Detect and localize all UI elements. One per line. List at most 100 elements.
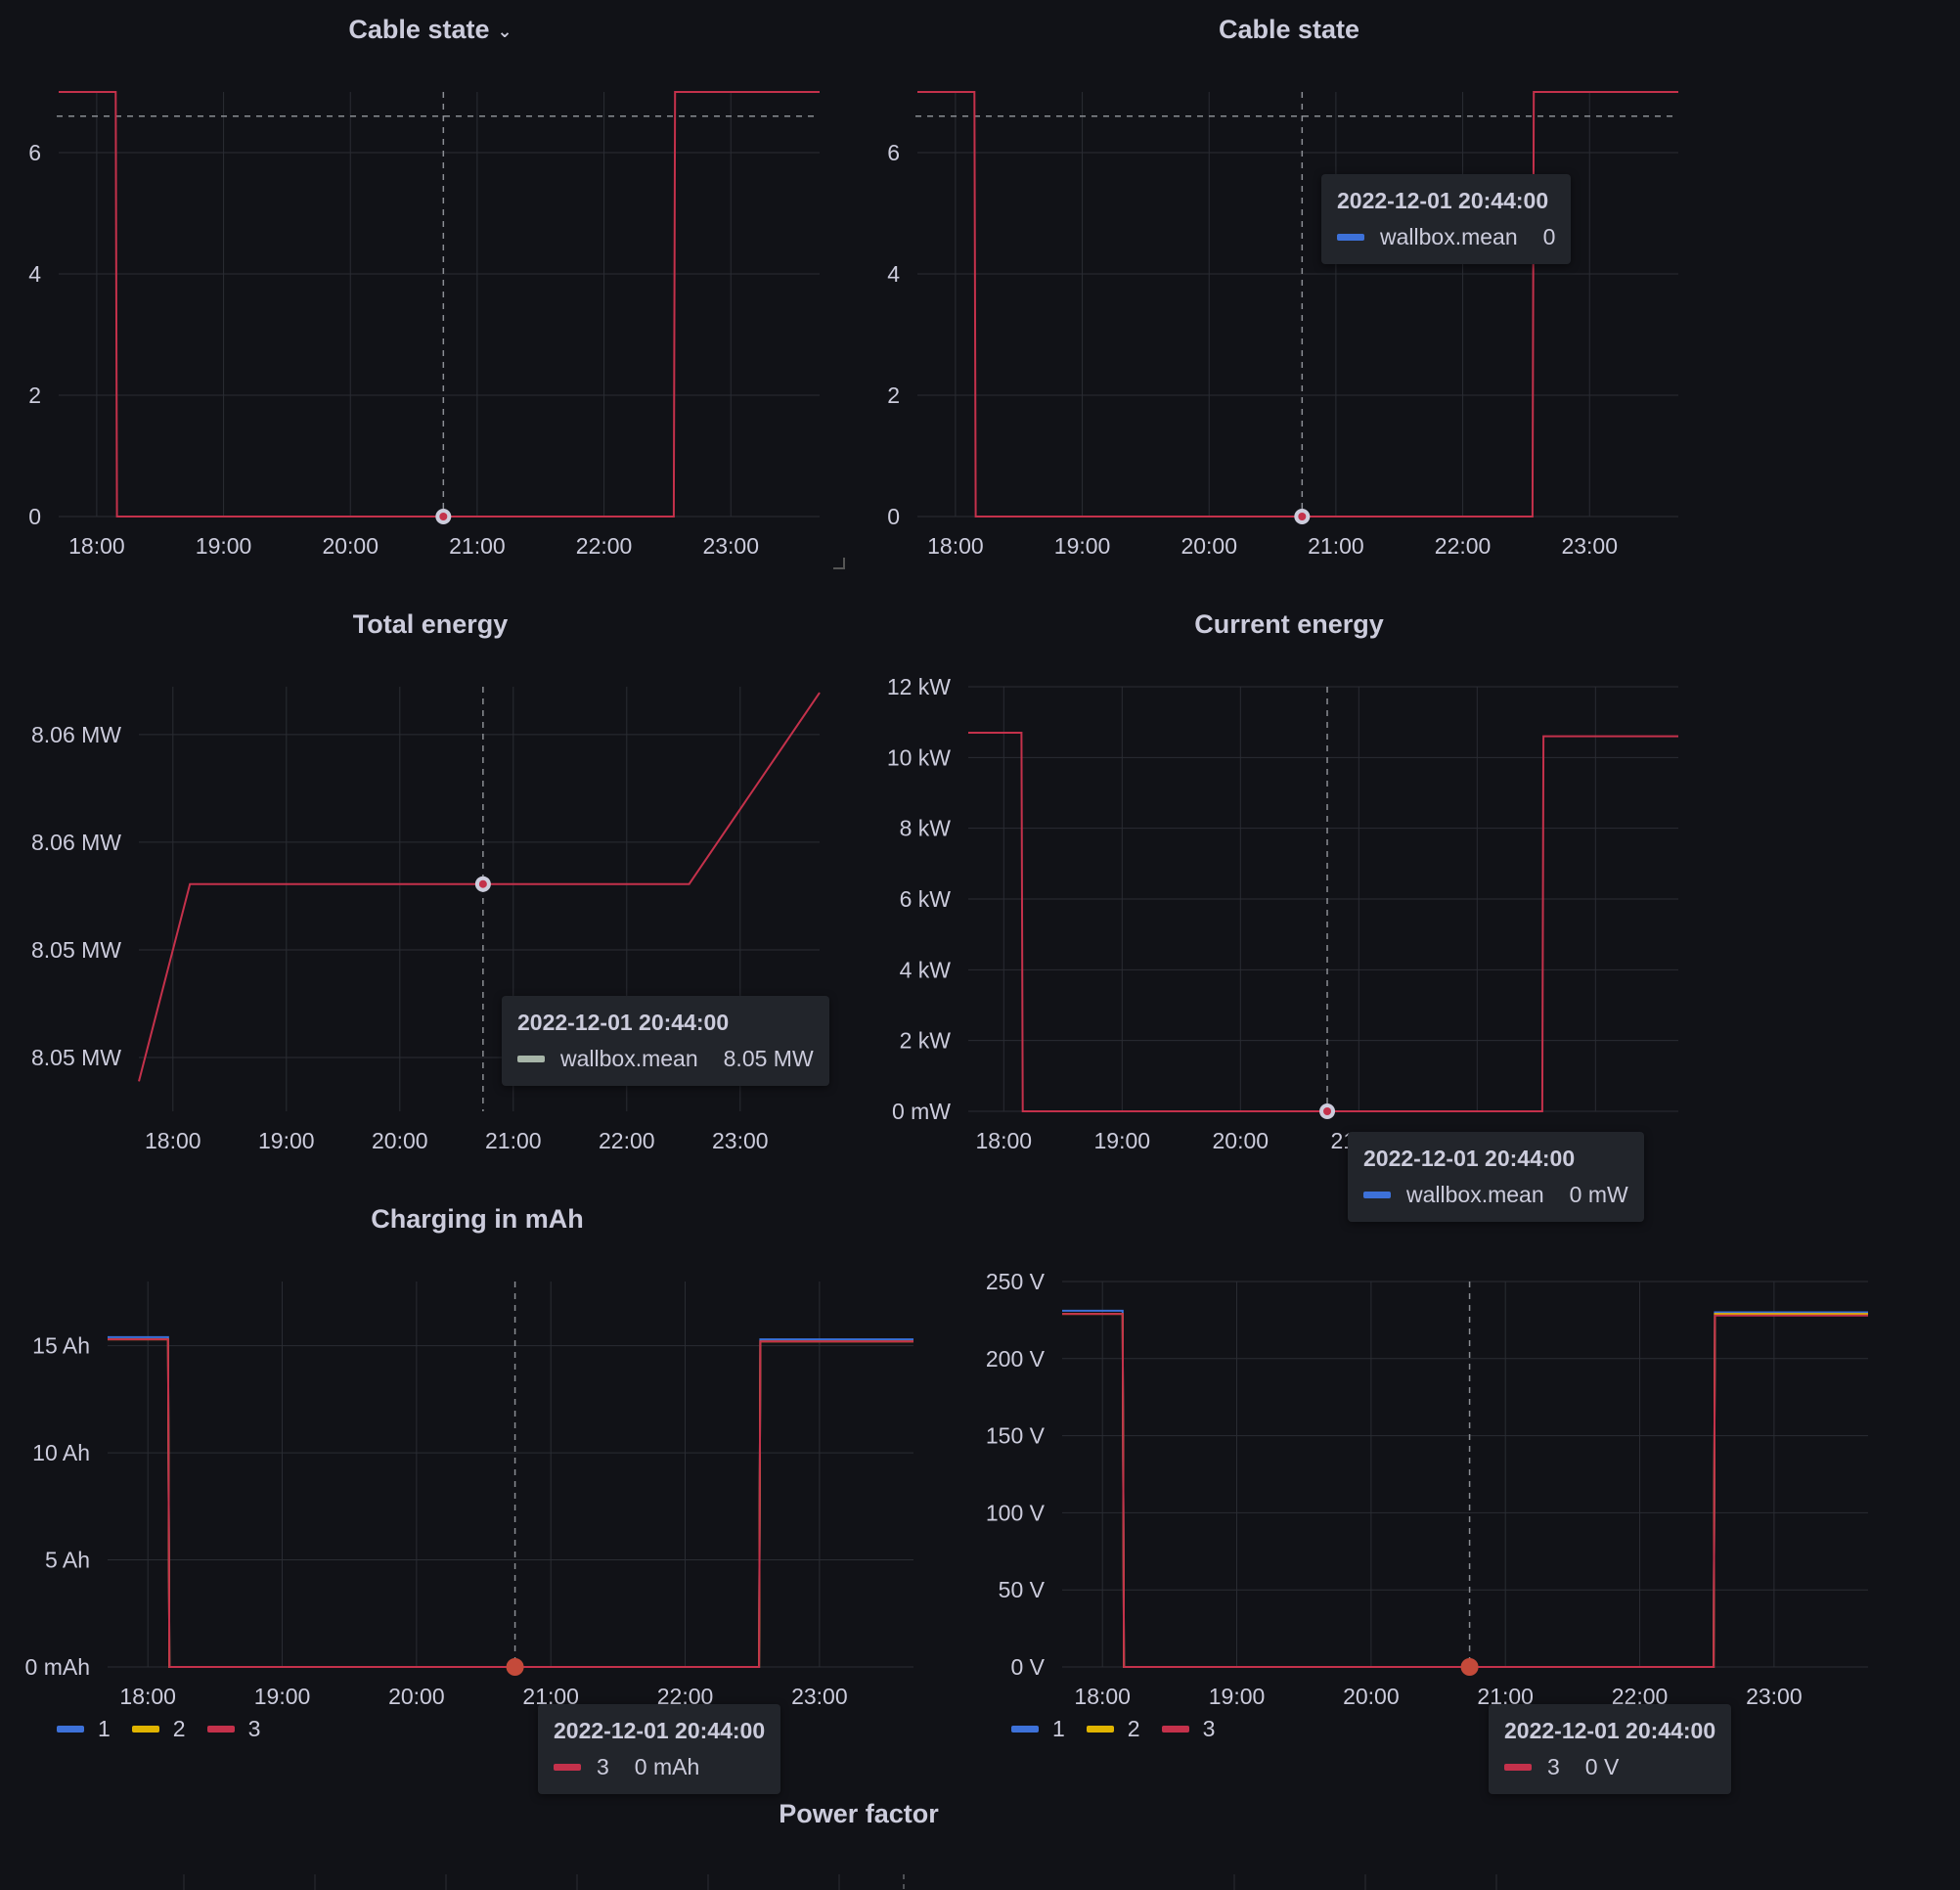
y-tick-label: 250 V bbox=[986, 1269, 1046, 1294]
legend-label: 2 bbox=[172, 1716, 186, 1741]
x-tick-label: 18:00 bbox=[145, 1128, 201, 1153]
y-tick-label: 50 V bbox=[999, 1577, 1046, 1602]
y-tick-label: 4 bbox=[28, 261, 41, 287]
legend-swatch bbox=[57, 1726, 84, 1732]
series-line bbox=[108, 1338, 913, 1668]
x-tick-label: 22:00 bbox=[576, 533, 633, 559]
y-tick-label: 4 kW bbox=[900, 957, 952, 982]
x-tick-label: 23:00 bbox=[712, 1128, 769, 1153]
tooltip-time: 2022-12-01 20:44:00 bbox=[554, 1718, 766, 1743]
tooltip-value: 0 bbox=[1542, 224, 1556, 249]
y-tick-label: 12 kW bbox=[887, 674, 951, 699]
chart-power-factor bbox=[183, 1874, 1497, 1890]
y-tick-label: 5 Ah bbox=[45, 1548, 90, 1573]
tooltip-time: 2022-12-01 20:44:00 bbox=[1504, 1718, 1716, 1743]
series-line bbox=[1062, 1313, 1868, 1668]
x-tick-label: 19:00 bbox=[196, 533, 252, 559]
legend-label: 1 bbox=[98, 1716, 111, 1741]
panel-title[interactable]: Charging in mAh bbox=[371, 1204, 584, 1234]
x-tick-label: 20:00 bbox=[322, 533, 379, 559]
x-tick-label: 21:00 bbox=[449, 533, 506, 559]
panel-resize-handle[interactable] bbox=[833, 558, 845, 569]
legend-item[interactable]: 1 bbox=[1011, 1716, 1065, 1742]
x-tick-label: 22:00 bbox=[599, 1128, 655, 1153]
legend-item[interactable]: 2 bbox=[1086, 1716, 1140, 1742]
x-tick-label: 23:00 bbox=[1561, 533, 1618, 559]
panel-voltage: 18:00 19:00 20:00 21:00 22:00 23:00 0 V 50 V 100… bbox=[955, 1190, 1933, 1794]
panel-title[interactable]: Cable state bbox=[1218, 15, 1360, 44]
x-tick-label: 21:00 bbox=[1308, 533, 1364, 559]
panel-power-factor: Power factor bbox=[0, 1784, 1717, 1890]
y-tick-label: 8.06 MW bbox=[31, 830, 121, 855]
tooltip-value: 0 mAh bbox=[634, 1754, 700, 1779]
series-line bbox=[1062, 1313, 1868, 1668]
chevron-down-icon[interactable]: ⌄ bbox=[497, 21, 512, 41]
tooltip-swatch bbox=[1337, 234, 1364, 241]
legend-item[interactable]: 2 bbox=[131, 1716, 186, 1742]
panel-title[interactable]: Cable state ⌄ bbox=[0, 0, 861, 61]
x-tick-label: 20:00 bbox=[388, 1684, 445, 1709]
panel-title[interactable]: Power factor bbox=[779, 1799, 939, 1828]
tooltip-value: 8.05 MW bbox=[723, 1046, 814, 1071]
x-tick-label: 22:00 bbox=[1435, 533, 1492, 559]
y-tick-label: 0 mAh bbox=[25, 1654, 90, 1680]
y-tick-label: 100 V bbox=[986, 1500, 1046, 1525]
x-tick-label: 18:00 bbox=[1074, 1684, 1131, 1709]
x-tick-label: 21:00 bbox=[485, 1128, 542, 1153]
x-tick-label: 18:00 bbox=[119, 1684, 176, 1709]
tooltip: 2022-12-01 20:44:00 wallbox.mean 8.05 MW bbox=[502, 996, 829, 1086]
hover-point-core bbox=[1298, 513, 1307, 520]
panel-title[interactable]: Total energy bbox=[352, 609, 509, 639]
legend: 1 2 3 bbox=[1011, 1716, 1236, 1742]
tooltip-swatch bbox=[517, 1056, 545, 1062]
y-tick-label: 0 mW bbox=[892, 1099, 951, 1124]
series-line bbox=[968, 732, 1678, 1112]
x-tick-label: 19:00 bbox=[1209, 1684, 1266, 1709]
tooltip-row: wallbox.mean 0 bbox=[1337, 224, 1555, 250]
series-line bbox=[1062, 1309, 1868, 1668]
y-tick-label: 0 bbox=[28, 504, 41, 529]
legend-swatch bbox=[131, 1726, 159, 1732]
legend-swatch bbox=[1011, 1726, 1039, 1732]
y-tick-label: 2 kW bbox=[900, 1028, 952, 1054]
chart-cable-state-2: 18:00 19:00 20:00 21:00 22:00 23:00 0 2 4 6 bbox=[887, 91, 1678, 559]
legend-item[interactable]: 3 bbox=[1161, 1716, 1215, 1742]
x-tick-label: 20:00 bbox=[1180, 533, 1237, 559]
y-tick-label: 0 V bbox=[1010, 1654, 1045, 1680]
legend-label: 2 bbox=[1127, 1716, 1140, 1741]
y-tick-label: 0 bbox=[887, 504, 900, 529]
hover-point bbox=[1460, 1658, 1479, 1676]
legend-item[interactable]: 3 bbox=[206, 1716, 260, 1742]
x-tick-label: 18:00 bbox=[927, 533, 984, 559]
y-tick-label: 200 V bbox=[986, 1346, 1046, 1372]
tooltip-series: 3 bbox=[597, 1754, 609, 1779]
chart-cable-state-1: 18:00 19:00 20:00 21:00 22:00 23:00 0 2 4 6 bbox=[28, 91, 820, 559]
tooltip-swatch bbox=[554, 1764, 581, 1771]
tooltip-value: 0 V bbox=[1584, 1754, 1620, 1779]
panel-cable-state-1: Cable state ⌄ 18:00 19:00 20:00 21:00 22:00 23… bbox=[0, 0, 861, 587]
legend-item[interactable]: 1 bbox=[57, 1716, 111, 1742]
y-tick-label: 10 Ah bbox=[32, 1440, 90, 1465]
x-tick-label: 20:00 bbox=[1343, 1684, 1400, 1709]
hover-point bbox=[506, 1658, 524, 1676]
tooltip: 2022-12-01 20:44:00 3 0 V bbox=[1489, 1704, 1732, 1794]
x-tick-label: 19:00 bbox=[258, 1128, 315, 1153]
tooltip-swatch bbox=[1504, 1764, 1532, 1771]
chart-voltage: 18:00 19:00 20:00 21:00 22:00 23:000 V50 V100… bbox=[986, 1269, 1868, 1709]
series-line bbox=[108, 1335, 913, 1668]
legend-label: 1 bbox=[1052, 1716, 1065, 1741]
y-tick-label: 150 V bbox=[986, 1423, 1046, 1449]
panel-charging-mah: Charging in mAh 18:00 19:00 20:00 21:00 22:0… bbox=[0, 1190, 955, 1794]
x-tick-label: 23:00 bbox=[791, 1684, 848, 1709]
legend-swatch bbox=[1161, 1726, 1189, 1732]
legend-swatch bbox=[206, 1726, 235, 1732]
x-tick-label: 20:00 bbox=[1213, 1128, 1270, 1153]
panel-cable-state-2: Cable state 18:00 19:00 20:00 21:00 22:00 23:… bbox=[859, 0, 1719, 587]
y-tick-label: 6 bbox=[28, 140, 41, 165]
hover-point-core bbox=[1323, 1107, 1332, 1115]
series-line bbox=[917, 91, 1678, 518]
y-tick-label: 6 kW bbox=[900, 886, 952, 912]
panel-title[interactable]: Current energy bbox=[1194, 609, 1384, 639]
x-tick-label: 23:00 bbox=[1746, 1684, 1803, 1709]
